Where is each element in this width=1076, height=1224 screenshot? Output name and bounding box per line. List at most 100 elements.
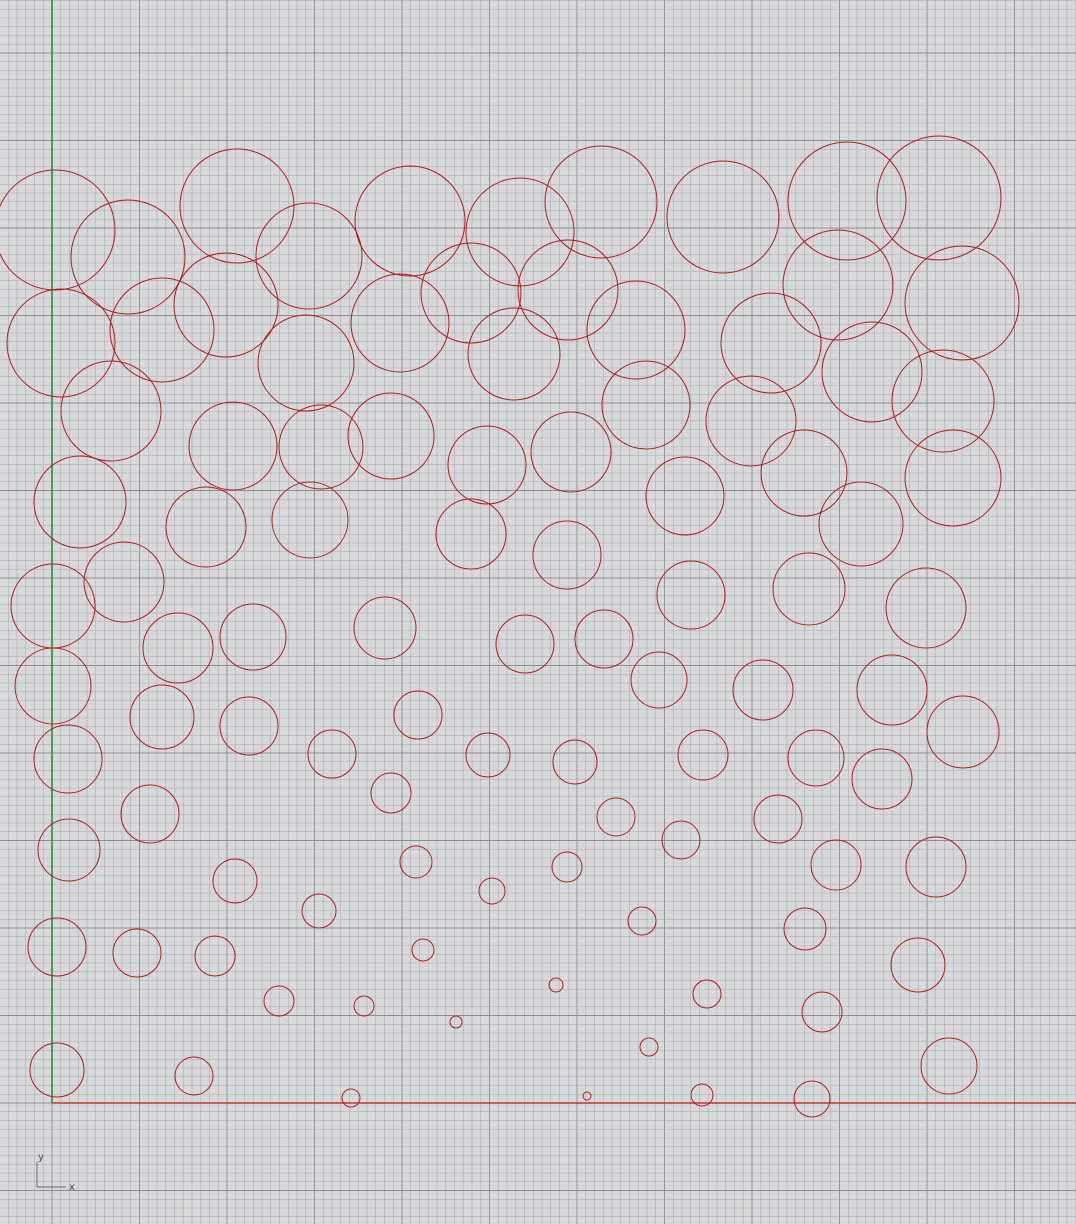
circle-curve[interactable] bbox=[530, 411, 612, 493]
circle-curve[interactable] bbox=[787, 141, 907, 261]
circle-curve[interactable] bbox=[801, 991, 843, 1033]
circle-curve[interactable] bbox=[920, 1037, 978, 1095]
circle-curve[interactable] bbox=[255, 202, 363, 310]
circle-curve[interactable] bbox=[449, 1015, 463, 1029]
circle-curve[interactable] bbox=[212, 858, 258, 904]
circle-curve[interactable] bbox=[70, 199, 186, 315]
circle-curve[interactable] bbox=[347, 392, 435, 480]
circle-curve[interactable] bbox=[904, 429, 1002, 527]
circle-curve[interactable] bbox=[627, 906, 657, 936]
circle-curve[interactable] bbox=[27, 917, 87, 977]
circle-curve[interactable] bbox=[263, 985, 295, 1017]
circle-curve[interactable] bbox=[782, 229, 894, 341]
circle-curve[interactable] bbox=[307, 729, 357, 779]
circle-curve[interactable] bbox=[495, 614, 555, 674]
circle-curve[interactable] bbox=[467, 307, 561, 401]
circle-curve[interactable] bbox=[601, 360, 691, 450]
circle-curve[interactable] bbox=[666, 160, 780, 274]
circle-curve[interactable] bbox=[732, 659, 794, 721]
circle-curve[interactable] bbox=[370, 772, 412, 814]
circle-curve[interactable] bbox=[194, 935, 236, 977]
circle-curve[interactable] bbox=[271, 481, 349, 559]
circle-curve[interactable] bbox=[129, 684, 195, 750]
circle-curve[interactable] bbox=[353, 596, 417, 660]
circle-curve[interactable] bbox=[532, 520, 602, 590]
circle-curve[interactable] bbox=[760, 429, 848, 517]
circle-curve[interactable] bbox=[639, 1037, 659, 1057]
circle-curve[interactable] bbox=[29, 1042, 85, 1098]
circle-curve[interactable] bbox=[720, 292, 822, 394]
circle-curve[interactable] bbox=[818, 481, 904, 567]
circle-curve[interactable] bbox=[905, 836, 967, 898]
circle-curve[interactable] bbox=[60, 360, 162, 462]
circle-curve[interactable] bbox=[278, 404, 364, 490]
circle-curve[interactable] bbox=[447, 425, 527, 505]
circle-curve[interactable] bbox=[574, 609, 634, 669]
circle-curve[interactable] bbox=[630, 651, 688, 709]
circle-curve[interactable] bbox=[810, 839, 862, 891]
circle-curve[interactable] bbox=[83, 541, 165, 623]
circle-curve[interactable] bbox=[142, 612, 214, 684]
circle-curve[interactable] bbox=[14, 647, 92, 725]
circle-curve[interactable] bbox=[465, 732, 511, 778]
circle-curve[interactable] bbox=[677, 729, 729, 781]
circle-curve[interactable] bbox=[173, 252, 279, 358]
circle-curve[interactable] bbox=[690, 1083, 714, 1107]
circle-curve[interactable] bbox=[120, 784, 180, 844]
circle-curve[interactable] bbox=[435, 498, 507, 570]
circle-curve[interactable] bbox=[350, 273, 450, 373]
circle-curve[interactable] bbox=[465, 177, 575, 287]
circle-curve[interactable] bbox=[851, 748, 913, 810]
circle-curve[interactable] bbox=[393, 690, 443, 740]
circle-curve[interactable] bbox=[33, 724, 103, 794]
circle-curve[interactable] bbox=[552, 739, 598, 785]
circle-curve[interactable] bbox=[301, 893, 337, 929]
circle-curve[interactable] bbox=[821, 321, 923, 423]
circle-curve[interactable] bbox=[478, 877, 506, 905]
circle-curve[interactable] bbox=[354, 165, 466, 277]
circle-curve[interactable] bbox=[411, 938, 435, 962]
circle-curve[interactable] bbox=[548, 977, 564, 993]
circle-curve[interactable] bbox=[353, 995, 375, 1017]
circle-curve[interactable] bbox=[856, 654, 928, 726]
circle-curve[interactable] bbox=[705, 375, 797, 467]
circle-curve[interactable] bbox=[33, 455, 127, 549]
circle-curve[interactable] bbox=[876, 135, 1002, 261]
circle-curve[interactable] bbox=[6, 288, 116, 398]
circle-curve[interactable] bbox=[586, 280, 686, 380]
circle-curve[interactable] bbox=[420, 242, 522, 344]
circle-curve[interactable] bbox=[219, 696, 279, 756]
circle-curve[interactable] bbox=[885, 567, 967, 649]
circle-curve[interactable] bbox=[904, 245, 1020, 361]
circle-curve[interactable] bbox=[109, 277, 215, 383]
circle-curve[interactable] bbox=[341, 1088, 361, 1108]
circle-curve[interactable] bbox=[544, 145, 658, 259]
circle-curve[interactable] bbox=[174, 1056, 214, 1096]
circle-curve[interactable] bbox=[399, 845, 433, 879]
circle-curve[interactable] bbox=[891, 349, 995, 453]
circle-curve[interactable] bbox=[692, 979, 722, 1009]
circle-curve[interactable] bbox=[753, 794, 803, 844]
circle-curve[interactable] bbox=[179, 148, 295, 264]
circle-curve[interactable] bbox=[596, 797, 636, 837]
circle-curve[interactable] bbox=[582, 1091, 592, 1101]
circle-curve[interactable] bbox=[926, 695, 1000, 769]
circle-curve[interactable] bbox=[645, 456, 725, 536]
circle-curve[interactable] bbox=[783, 907, 827, 951]
circle-curve[interactable] bbox=[188, 401, 278, 491]
circle-curves-group[interactable] bbox=[0, 135, 1020, 1118]
circle-curve[interactable] bbox=[165, 486, 247, 568]
circle-curve[interactable] bbox=[257, 314, 355, 412]
circle-curve[interactable] bbox=[37, 818, 101, 882]
circle-curve[interactable] bbox=[0, 169, 116, 291]
circle-curve[interactable] bbox=[551, 851, 583, 883]
circle-curve[interactable] bbox=[656, 560, 726, 630]
circle-curve[interactable] bbox=[219, 603, 287, 671]
circle-curve[interactable] bbox=[661, 820, 701, 860]
circle-curve[interactable] bbox=[112, 928, 162, 978]
circle-curve[interactable] bbox=[787, 729, 845, 787]
circle-curve[interactable] bbox=[890, 937, 946, 993]
circle-curve[interactable] bbox=[772, 552, 846, 626]
